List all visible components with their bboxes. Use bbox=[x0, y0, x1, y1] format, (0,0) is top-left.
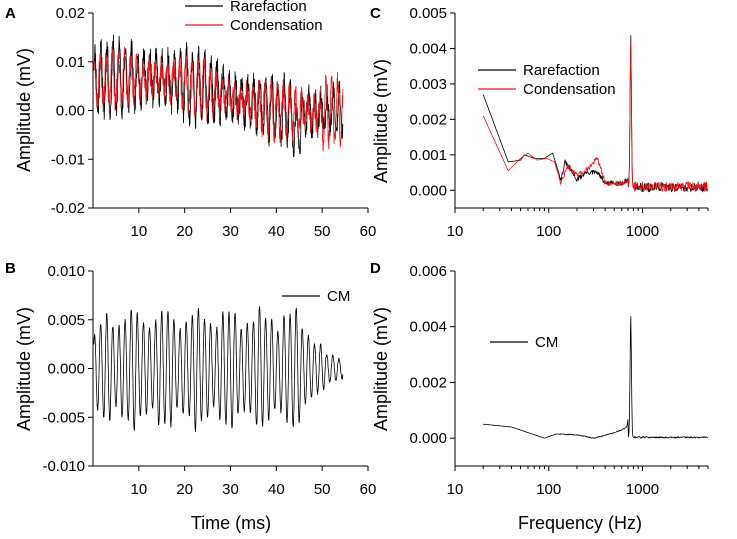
series-line-condensation bbox=[482, 41, 708, 193]
panel-c: 0.000 0.001 0.002 0.003 0.004 0.005 10 100 1000 R… bbox=[409, 5, 709, 240]
y-tick-label: 0.005 bbox=[47, 312, 85, 329]
x-axis-label-time: Time (ms) bbox=[191, 513, 271, 533]
y-tick-label: 0.004 bbox=[409, 319, 447, 336]
y-tick-label: 0.006 bbox=[409, 263, 447, 280]
x-tick-label: 60 bbox=[360, 481, 377, 498]
series-line-cm bbox=[93, 306, 344, 432]
y-tick-label: 0.002 bbox=[409, 111, 447, 128]
y-tick-label: 0.000 bbox=[409, 182, 447, 199]
y-tick-label: 0.005 bbox=[409, 5, 447, 22]
x-tick-label: 40 bbox=[268, 481, 285, 498]
legend-label: Rarefaction bbox=[523, 62, 600, 79]
x-tick-label: 60 bbox=[360, 223, 377, 240]
y-tick-label: 0.02 bbox=[56, 5, 85, 22]
x-tick-label: 10 bbox=[130, 223, 147, 240]
panel-d: 0.000 0.002 0.004 0.006 10 100 1000 CM bbox=[409, 263, 709, 498]
x-tick-label: 1000 bbox=[626, 223, 659, 240]
y-axis-label-d: Amplitude (mV) bbox=[371, 307, 391, 431]
x-tick-label: 10 bbox=[447, 481, 464, 498]
x-tick-label: 100 bbox=[536, 223, 561, 240]
legend-label: Condensation bbox=[523, 81, 616, 98]
x-tick-label: 30 bbox=[222, 481, 239, 498]
y-tick-label: 0.010 bbox=[47, 263, 85, 280]
x-tick-label: 20 bbox=[176, 223, 193, 240]
y-tick-label: -0.010 bbox=[42, 458, 85, 475]
y-tick-label: -0.005 bbox=[42, 409, 85, 426]
x-tick-label: 10 bbox=[130, 481, 147, 498]
y-tick-label: 0.01 bbox=[56, 54, 85, 71]
panel-label-b: B bbox=[5, 260, 16, 277]
y-axis-label-c: Amplitude (mV) bbox=[371, 59, 391, 183]
series-line-rarefaction bbox=[482, 34, 708, 193]
panel-label-d: D bbox=[370, 260, 381, 277]
y-tick-label: 0.004 bbox=[409, 40, 447, 57]
y-tick-label: 0.00 bbox=[56, 103, 85, 120]
legend-label: Condensation bbox=[230, 17, 323, 34]
x-tick-label: 40 bbox=[268, 223, 285, 240]
x-tick-label: 50 bbox=[314, 481, 331, 498]
x-tick-label: 50 bbox=[314, 223, 331, 240]
x-tick-label: 10 bbox=[447, 223, 464, 240]
y-tick-label: -0.01 bbox=[51, 151, 85, 168]
panel-a: -0.02 -0.01 0.00 0.01 0.02 10 20 30 40 50 60 Rarefa… bbox=[51, 0, 377, 240]
series-line-condensation bbox=[93, 45, 344, 152]
series-line-cm bbox=[483, 316, 708, 439]
x-tick-label: 20 bbox=[176, 481, 193, 498]
y-tick-label: 0.000 bbox=[47, 361, 85, 378]
x-tick-label: 30 bbox=[222, 223, 239, 240]
y-tick-label: 0.002 bbox=[409, 374, 447, 391]
y-tick-label: 0.000 bbox=[409, 430, 447, 447]
y-tick-label: 0.003 bbox=[409, 76, 447, 93]
y-axis-label-a: Amplitude (mV) bbox=[14, 48, 34, 172]
x-tick-label: 100 bbox=[536, 481, 561, 498]
legend-label: Rarefaction bbox=[230, 0, 307, 15]
legend-label: CM bbox=[327, 288, 350, 305]
y-axis-label-b: Amplitude (mV) bbox=[14, 307, 34, 431]
panel-label-c: C bbox=[370, 5, 381, 22]
y-tick-label: -0.02 bbox=[51, 200, 85, 217]
panel-b: -0.010 -0.005 0.000 0.005 0.010 10 20 30 40 50 60 C… bbox=[42, 263, 376, 498]
legend-label: CM bbox=[535, 334, 558, 351]
x-axis-label-frequency: Frequency (Hz) bbox=[518, 513, 642, 533]
x-tick-label: 1000 bbox=[626, 481, 659, 498]
y-tick-label: 0.001 bbox=[409, 147, 447, 164]
panel-label-a: A bbox=[5, 5, 16, 22]
